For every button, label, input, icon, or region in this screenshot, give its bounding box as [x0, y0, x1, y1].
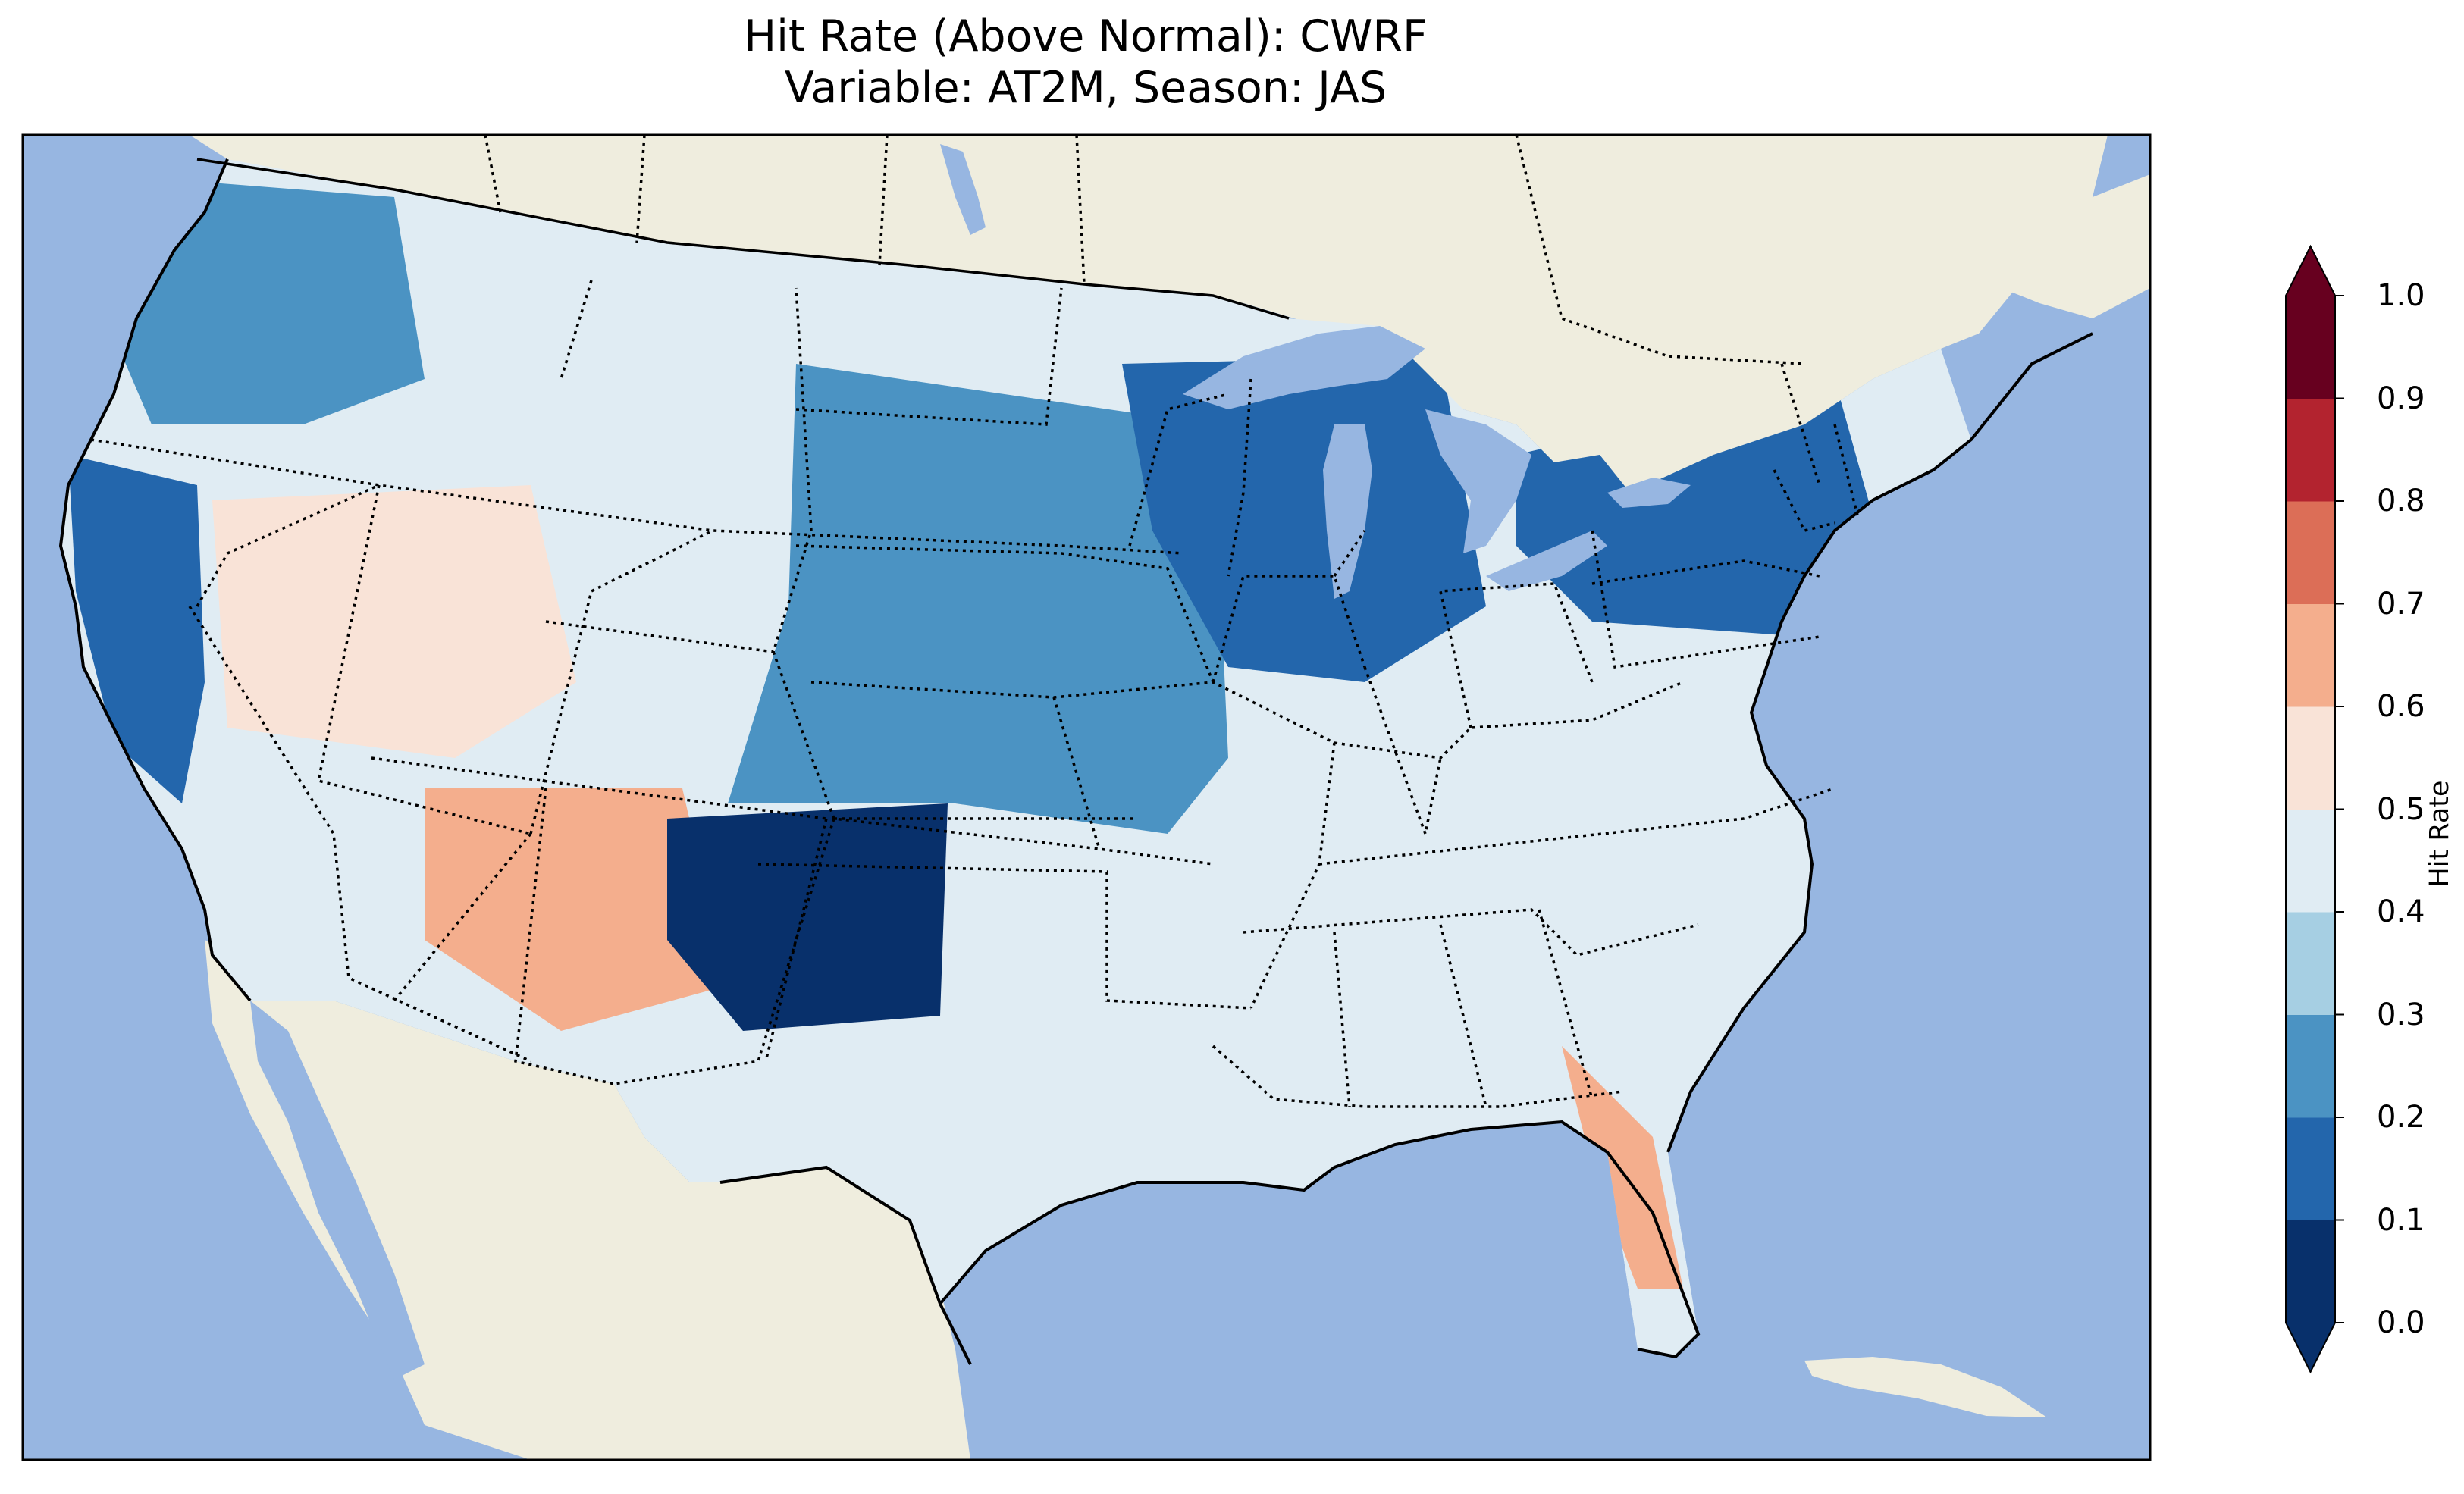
- colorbar-bin: [2286, 1220, 2335, 1323]
- lake-superior: [1183, 326, 1425, 409]
- canada-province-boundaries: [484, 135, 1805, 365]
- colorbar-tick-label: 0.2: [2377, 1100, 2425, 1135]
- region-california-coast: [68, 455, 205, 803]
- colorbar-tick-label: 0.4: [2377, 894, 2425, 929]
- region-southern-plains: [667, 803, 948, 1031]
- colorbar-bin: [2286, 603, 2335, 707]
- colorbar-tick-label: 0.7: [2377, 586, 2425, 622]
- region-central-plains: [728, 364, 1228, 834]
- colorbar-tick-label: 0.5: [2377, 791, 2425, 827]
- colorbar-tick-label: 1.0: [2377, 278, 2425, 313]
- coastlines: [58, 158, 2093, 1365]
- state-boundaries: [90, 280, 1859, 1108]
- colorbar-bin: [2286, 706, 2335, 810]
- colorbar-bin: [2286, 398, 2335, 502]
- lake-michigan: [1323, 424, 1372, 599]
- lake-huron: [1425, 409, 1531, 553]
- gulf-of-california: [250, 1001, 425, 1380]
- region-florida: [1562, 1046, 1683, 1289]
- lake-winnipeg: [940, 144, 986, 235]
- map-title: Hit Rate (Above Normal): CWRF Variable: …: [21, 11, 2150, 114]
- region-desert-southwest: [425, 788, 728, 1031]
- map-frame: [21, 133, 2152, 1461]
- colorbar-label: Hit Rate: [2425, 780, 2455, 888]
- lake-ontario: [1607, 478, 1691, 508]
- cuba-land: [1804, 1357, 2047, 1417]
- colorbar-under-extension: [2286, 1323, 2335, 1372]
- colorbar-bin: [2286, 809, 2335, 913]
- colorbar-tick-label: 0.0: [2377, 1305, 2425, 1340]
- region-great-basin: [212, 485, 576, 758]
- colorbar-bin: [2286, 501, 2335, 604]
- colorbar-over-extension: [2286, 246, 2335, 296]
- colorbar-tick-label: 0.3: [2377, 997, 2425, 1032]
- colorbar-bin: [2286, 912, 2335, 1015]
- us-canada-border: [196, 158, 1290, 320]
- nova-scotia-land: [1986, 174, 2150, 318]
- lake-erie: [1486, 531, 1607, 591]
- title-line-1: Hit Rate (Above Normal): CWRF: [744, 11, 1428, 61]
- title-line-2: Variable: AT2M, Season: JAS: [784, 63, 1387, 113]
- region-gulf-coast: [1061, 1046, 1592, 1182]
- colorbar: [2285, 244, 2344, 1374]
- colorbar-bin: [2286, 296, 2335, 399]
- colorbar-bin: [2286, 1014, 2335, 1118]
- colorbar-tick-label: 0.6: [2377, 689, 2425, 724]
- canada-land: [190, 135, 2108, 493]
- colorbar-tick-label: 0.1: [2377, 1202, 2425, 1238]
- hit-rate-field: [61, 159, 1971, 1357]
- colorbar-tick-label: 0.8: [2377, 484, 2425, 518]
- colorbar-bin: [2286, 1117, 2335, 1220]
- colorbar-tick-label: 0.9: [2377, 381, 2425, 416]
- region-upper-midwest-great-lakes: [1122, 356, 1486, 682]
